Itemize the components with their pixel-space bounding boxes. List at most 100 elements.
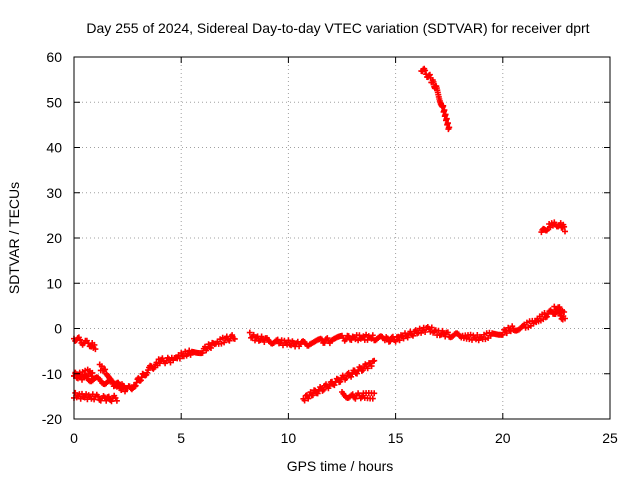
y-tick-label: -20 (42, 411, 62, 427)
data-point (541, 310, 548, 316)
data-point (89, 369, 96, 376)
data-point (231, 335, 238, 342)
y-tick-label: 30 (46, 185, 62, 201)
chart-title: Day 255 of 2024, Sidereal Day-to-day VTE… (86, 20, 589, 36)
data-point (285, 337, 292, 344)
data-point (343, 375, 350, 381)
data-point (369, 332, 376, 339)
data-point (443, 115, 450, 122)
data-point (258, 333, 265, 340)
series-sdtvar (71, 65, 568, 405)
x-tick-label: 25 (602, 430, 618, 446)
data-point (77, 336, 84, 343)
x-tick-label: 15 (388, 430, 404, 446)
x-tick-label: 0 (70, 430, 78, 446)
data-point (440, 102, 447, 109)
y-tick-label: 10 (46, 275, 62, 291)
data-point (320, 386, 327, 393)
x-tick-label: 20 (495, 430, 511, 446)
data-series (71, 65, 568, 405)
data-point (79, 376, 85, 383)
data-point (108, 398, 115, 405)
data-point (404, 334, 411, 341)
data-point (261, 339, 268, 345)
data-point (561, 223, 568, 230)
data-point (115, 381, 122, 388)
data-point (133, 379, 140, 386)
data-segment (339, 389, 378, 402)
data-segment (246, 307, 566, 350)
data-point (156, 360, 163, 367)
data-point (371, 390, 378, 397)
data-segment (71, 389, 120, 405)
data-point (337, 378, 344, 385)
data-point (331, 382, 338, 389)
data-point (371, 357, 378, 364)
data-point (422, 329, 429, 335)
data-point (444, 329, 451, 336)
data-point (349, 391, 356, 398)
data-point (305, 395, 312, 402)
data-point (561, 309, 568, 315)
y-tick-label: 20 (46, 230, 62, 246)
y-axis-label: SDTVAR / TECUs (6, 182, 22, 294)
data-point (314, 390, 321, 397)
data-segment (538, 219, 568, 236)
data-segment (71, 334, 99, 353)
data-point (226, 337, 233, 344)
axis-ticks: 0 5 10 15 20 25 -20 -10 0 10 20 30 40 50 60 (42, 49, 618, 446)
y-tick-label: 0 (54, 321, 62, 337)
data-point (137, 377, 144, 384)
data-point (562, 228, 568, 235)
data-point (105, 393, 112, 400)
data-point (208, 345, 214, 351)
data-point (354, 370, 360, 377)
data-point (499, 331, 506, 338)
data-segment (109, 332, 238, 395)
data-point (410, 332, 416, 339)
x-tick-label: 10 (281, 430, 297, 446)
data-point (392, 338, 399, 345)
data-point (428, 324, 435, 331)
data-point (364, 365, 371, 372)
data-point (352, 395, 359, 402)
data-point (368, 363, 375, 370)
data-point (98, 363, 105, 370)
data-point (91, 341, 98, 348)
data-point (92, 346, 99, 353)
data-point (360, 367, 366, 373)
data-point (446, 124, 453, 131)
data-point (122, 388, 128, 395)
data-point (246, 329, 253, 336)
data-point (151, 364, 158, 371)
data-point (509, 323, 516, 330)
data-point (396, 337, 403, 344)
data-point (221, 339, 228, 346)
data-segment (418, 65, 453, 133)
data-segment (300, 357, 378, 404)
y-tick-label: 60 (46, 49, 62, 65)
y-tick-label: 50 (46, 94, 62, 110)
data-point (132, 382, 139, 389)
data-point (321, 339, 328, 346)
data-point (387, 338, 394, 345)
data-point (562, 315, 568, 322)
data-point (301, 397, 308, 404)
data-point (199, 349, 206, 356)
data-point (422, 67, 429, 74)
data-point (102, 366, 109, 373)
data-point (118, 387, 125, 393)
data-point (107, 376, 114, 383)
data-segment (551, 303, 568, 322)
data-point (369, 395, 376, 402)
data-segment (96, 361, 114, 383)
y-tick-label: 40 (46, 140, 62, 156)
y-tick-label: -10 (42, 366, 62, 382)
grid-lines (74, 57, 610, 419)
x-tick-label: 5 (177, 430, 185, 446)
data-point (113, 397, 120, 404)
data-point (309, 392, 316, 399)
data-point (95, 393, 102, 400)
data-point (556, 304, 563, 311)
